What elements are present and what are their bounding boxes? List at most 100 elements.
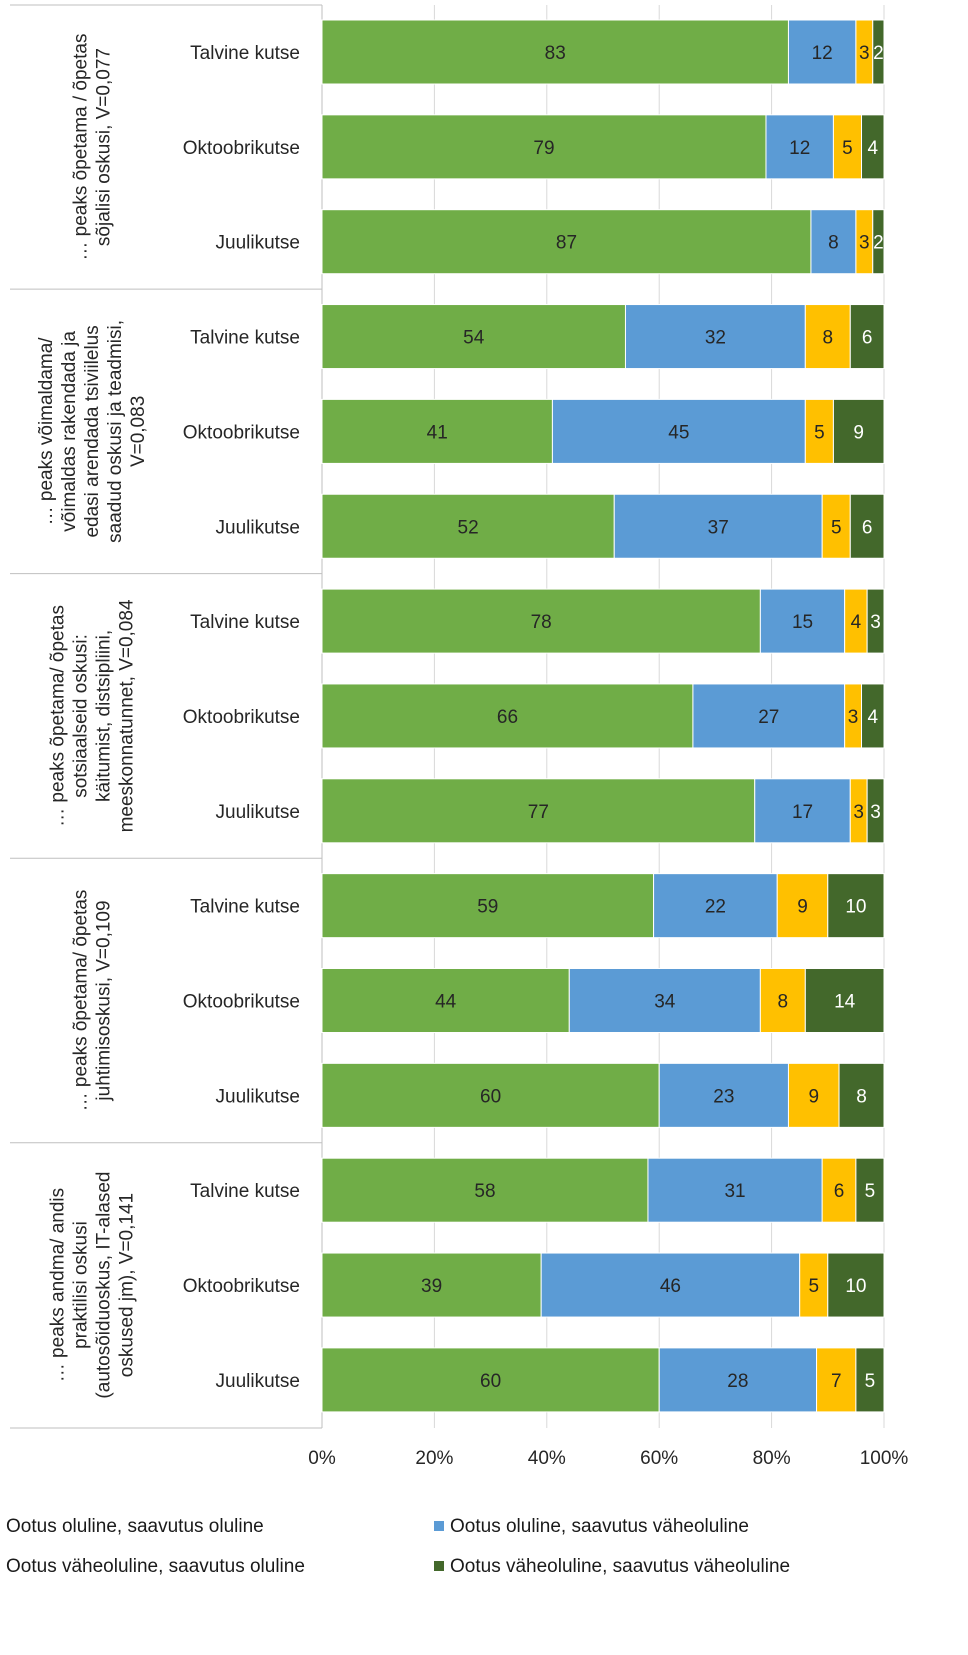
bar-segment xyxy=(540,1252,801,1318)
data-label: 12 xyxy=(812,43,833,64)
data-label: 2 xyxy=(873,43,884,64)
category-label: Oktoobrikutse xyxy=(183,1276,300,1297)
data-label: 4 xyxy=(851,612,862,633)
bar-segment xyxy=(613,493,823,559)
data-label: 9 xyxy=(808,1086,819,1107)
data-label: 3 xyxy=(870,612,881,633)
x-tick-label: 0% xyxy=(308,1448,336,1469)
bar-segment xyxy=(321,1347,660,1413)
bar-segment xyxy=(321,398,553,464)
data-label: 59 xyxy=(477,897,498,918)
legend-swatch xyxy=(434,1561,444,1571)
category-label: Juulikutse xyxy=(216,1086,301,1107)
group-label-line: … peaks andma/ andis xyxy=(48,1188,69,1382)
x-tick-label: 40% xyxy=(528,1448,566,1469)
data-label: 23 xyxy=(713,1086,734,1107)
bar-segment xyxy=(321,588,761,654)
data-label: 34 xyxy=(654,992,676,1013)
bar-segment xyxy=(804,304,851,370)
bar-segment xyxy=(872,19,885,85)
category-label: Talvine kutse xyxy=(190,328,300,349)
data-label: 79 xyxy=(533,138,554,159)
x-tick-label: 60% xyxy=(640,1448,678,1469)
category-label: Juulikutse xyxy=(216,233,301,254)
x-tick-label: 100% xyxy=(860,1448,909,1469)
category-label: Talvine kutse xyxy=(190,43,300,64)
legend-item: Ootus oluline, saavutus oluline xyxy=(0,1516,264,1538)
bar-segment xyxy=(838,1062,885,1128)
legend: Ootus oluline, saavutus oluline Ootus ol… xyxy=(0,1500,968,1650)
data-label: 5 xyxy=(831,517,842,538)
data-label: 45 xyxy=(668,422,689,443)
group-label: … peaks võimaldama/võimaldas rakendada j… xyxy=(36,320,149,543)
data-label: 46 xyxy=(660,1276,681,1297)
data-label: 12 xyxy=(789,138,810,159)
legend-label: Ootus väheoluline, saavutus väheoluline xyxy=(450,1556,791,1577)
bar-segment xyxy=(754,778,851,844)
category-label: Oktoobrikutse xyxy=(183,992,300,1013)
group-label-line: … peaks õpetama/ õpetas xyxy=(71,890,92,1112)
bar-segment xyxy=(765,114,834,180)
legend-swatch xyxy=(434,1521,444,1531)
group-label-line: juhtimisoskusi, V=0,109 xyxy=(94,900,115,1101)
data-label: 3 xyxy=(859,43,870,64)
group-label-line: sõjalisi oskusi, V=0,077 xyxy=(94,48,115,246)
data-label: 8 xyxy=(823,328,834,349)
data-label: 41 xyxy=(427,422,448,443)
data-label: 14 xyxy=(834,992,856,1013)
data-label: 60 xyxy=(480,1371,501,1392)
legend-label: Ootus oluline, saavutus oluline xyxy=(6,1516,264,1537)
data-label: 9 xyxy=(853,422,864,443)
bar-segment xyxy=(849,493,885,559)
legend-label: Ootus väheoluline, saavutus oluline xyxy=(6,1556,305,1577)
data-label: 66 xyxy=(497,707,518,728)
bar-segment xyxy=(658,1062,789,1128)
data-label: 31 xyxy=(724,1181,745,1202)
group-label-line: edasi arendada tsiviilelus xyxy=(82,325,103,537)
legend-item: Ootus väheoluline, saavutus oluline xyxy=(0,1556,305,1578)
group-label-line: saadud oskusi ja teadmisi, xyxy=(105,320,126,543)
data-label: 39 xyxy=(421,1276,442,1297)
bar-segment xyxy=(321,304,626,370)
x-tick-label: 80% xyxy=(753,1448,791,1469)
data-label: 5 xyxy=(865,1371,876,1392)
data-label: 5 xyxy=(842,138,853,159)
data-label: 54 xyxy=(463,328,485,349)
group-label-line: … peaks õpetama/ õpetas xyxy=(48,605,69,827)
bar-segment xyxy=(321,778,756,844)
data-label: 6 xyxy=(862,328,873,349)
group-label-line: (autosõiduoskus, IT-alased xyxy=(94,1172,115,1399)
bar-segment xyxy=(787,19,857,85)
group-label-line: praktilisi oskusi xyxy=(71,1221,92,1349)
group-label-line: võimaldas rakendada ja xyxy=(59,331,80,532)
data-label: 3 xyxy=(848,707,859,728)
legend-label: Ootus oluline, saavutus väheoluline xyxy=(450,1516,749,1537)
category-label: Juulikutse xyxy=(216,1371,301,1392)
group-label-line: oskused jm), V=0,141 xyxy=(117,1193,138,1377)
bar-segment xyxy=(849,304,885,370)
group-label-line: … peaks võimaldama/ xyxy=(36,337,57,526)
data-label: 6 xyxy=(862,517,873,538)
bar-segment xyxy=(866,778,885,844)
data-label: 8 xyxy=(778,992,789,1013)
bar-segment xyxy=(832,398,885,464)
bar-segment xyxy=(799,1252,829,1318)
data-label: 3 xyxy=(859,233,870,254)
data-label: 4 xyxy=(867,138,878,159)
data-label: 4 xyxy=(867,707,878,728)
data-label: 8 xyxy=(856,1086,867,1107)
data-label: 52 xyxy=(458,517,479,538)
bar-segment xyxy=(759,588,846,654)
group-label-line: sotsiaalseid oskusi: xyxy=(71,634,92,798)
group-label: … peaks õpetama/ õpetas sotsiaalseid osku… xyxy=(48,599,138,832)
bar-segment xyxy=(624,304,806,370)
data-label: 83 xyxy=(545,43,566,64)
data-label: 5 xyxy=(814,422,825,443)
bar-segment xyxy=(855,1347,885,1413)
group-label: … peaks andma/ andis praktilisi oskusi (au… xyxy=(48,1172,138,1399)
data-label: 78 xyxy=(531,612,552,633)
legend-item: Ootus oluline, saavutus väheoluline xyxy=(434,1516,749,1538)
bar-segment xyxy=(832,114,863,180)
data-label: 7 xyxy=(831,1371,842,1392)
bar-segment xyxy=(804,968,885,1033)
